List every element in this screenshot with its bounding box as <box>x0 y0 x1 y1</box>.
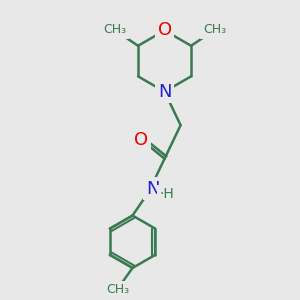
Text: O: O <box>134 131 148 149</box>
Text: CH₃: CH₃ <box>103 23 126 36</box>
Text: CH₃: CH₃ <box>203 23 226 36</box>
Text: N: N <box>146 180 160 198</box>
Text: ·H: ·H <box>159 187 174 201</box>
Text: N: N <box>158 83 171 101</box>
Text: O: O <box>158 22 172 40</box>
Text: CH₃: CH₃ <box>106 283 130 296</box>
